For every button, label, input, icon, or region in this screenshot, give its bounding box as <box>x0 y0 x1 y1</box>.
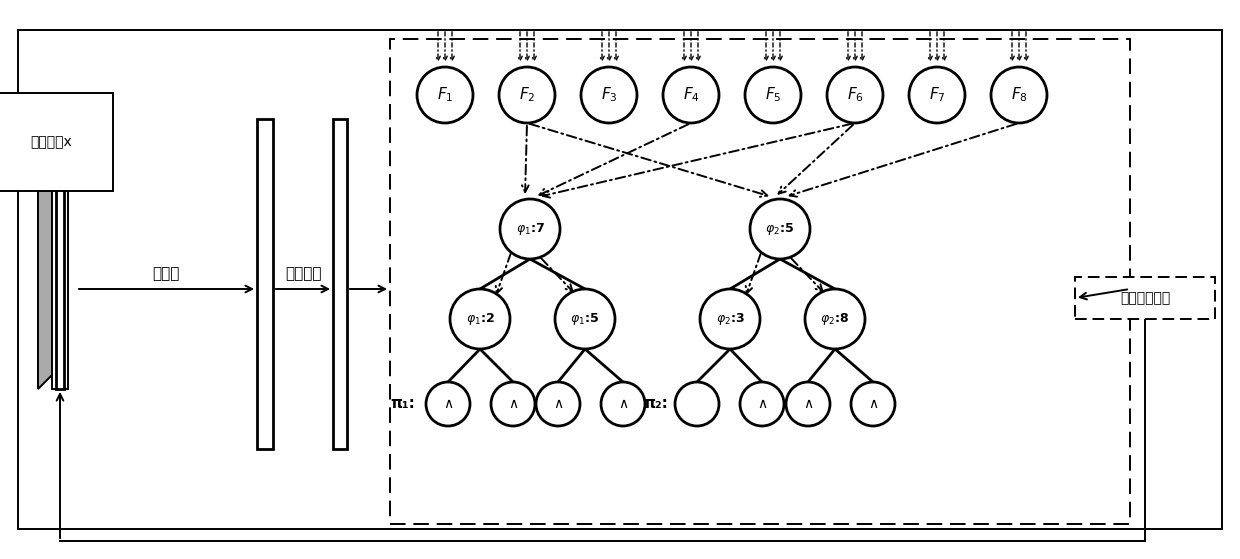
Circle shape <box>991 67 1047 123</box>
Circle shape <box>745 67 801 123</box>
Text: $F_8$: $F_8$ <box>1011 86 1028 105</box>
Text: $\wedge$: $\wedge$ <box>443 397 453 411</box>
Text: $\wedge$: $\wedge$ <box>618 397 629 411</box>
Text: $F_5$: $F_5$ <box>765 86 781 105</box>
Text: $\wedge$: $\wedge$ <box>802 397 813 411</box>
Text: $\varphi_2$:5: $\varphi_2$:5 <box>765 221 795 237</box>
Bar <box>334 119 347 449</box>
Text: $\wedge$: $\wedge$ <box>553 397 563 411</box>
Circle shape <box>491 382 534 426</box>
Polygon shape <box>38 167 60 389</box>
Circle shape <box>536 382 580 426</box>
Text: $F_4$: $F_4$ <box>682 86 699 105</box>
Text: 卷积层: 卷积层 <box>153 267 180 282</box>
Circle shape <box>582 67 637 123</box>
Circle shape <box>450 289 510 349</box>
Circle shape <box>805 289 866 349</box>
Circle shape <box>750 199 810 259</box>
Bar <box>391 39 1130 524</box>
Polygon shape <box>38 167 88 189</box>
Bar <box>56 189 64 389</box>
Text: $F_2$: $F_2$ <box>518 86 536 105</box>
Circle shape <box>498 67 556 123</box>
Circle shape <box>427 382 470 426</box>
Bar <box>19 30 1221 529</box>
Circle shape <box>601 382 645 426</box>
Text: $\wedge$: $\wedge$ <box>868 397 878 411</box>
Circle shape <box>740 382 784 426</box>
Text: $F_1$: $F_1$ <box>436 86 454 105</box>
Circle shape <box>556 289 615 349</box>
Circle shape <box>663 67 719 123</box>
Text: 自步学习框架: 自步学习框架 <box>1120 291 1171 305</box>
Text: $\varphi_1$:5: $\varphi_1$:5 <box>570 311 599 327</box>
Circle shape <box>909 67 965 123</box>
Text: $F_6$: $F_6$ <box>847 86 863 105</box>
Bar <box>257 119 273 449</box>
Text: $F_3$: $F_3$ <box>600 86 618 105</box>
Circle shape <box>417 67 472 123</box>
Text: $F_7$: $F_7$ <box>929 86 945 105</box>
Text: $\wedge$: $\wedge$ <box>756 397 768 411</box>
Circle shape <box>851 382 895 426</box>
Text: $\varphi_1$:2: $\varphi_1$:2 <box>465 311 495 327</box>
Text: π₁:: π₁: <box>391 396 415 411</box>
Text: 全连接层: 全连接层 <box>285 267 321 282</box>
Circle shape <box>500 199 560 259</box>
Circle shape <box>701 289 760 349</box>
Text: $\wedge$: $\wedge$ <box>508 397 518 411</box>
Bar <box>52 189 68 389</box>
Circle shape <box>786 382 830 426</box>
Text: 输入图像x: 输入图像x <box>30 135 72 149</box>
Text: π₂:: π₂: <box>644 396 668 411</box>
Text: $\varphi_1$:7: $\varphi_1$:7 <box>516 221 544 237</box>
Bar <box>1075 277 1215 319</box>
Circle shape <box>675 382 719 426</box>
Text: $\varphi_2$:8: $\varphi_2$:8 <box>821 311 849 327</box>
Circle shape <box>827 67 883 123</box>
Text: $\varphi_2$:3: $\varphi_2$:3 <box>715 311 744 327</box>
